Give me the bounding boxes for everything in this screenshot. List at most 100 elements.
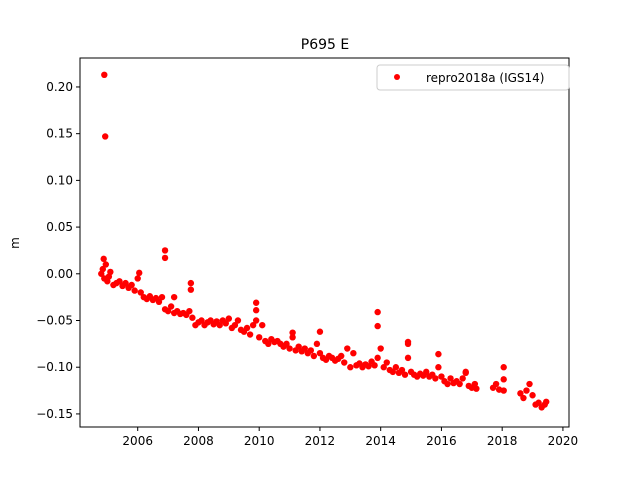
data-point: [301, 345, 308, 352]
data-point: [137, 289, 144, 296]
y-tick-label: −0.10: [36, 360, 73, 374]
data-point: [99, 265, 106, 273]
data-point: [404, 354, 412, 362]
data-point: [462, 369, 469, 377]
data-point: [198, 317, 205, 324]
legend-box: [376, 64, 570, 91]
data-point: [374, 308, 381, 316]
data-point: [500, 364, 507, 371]
data-point: [255, 334, 263, 341]
data-point: [438, 373, 445, 380]
data-point: [289, 334, 296, 341]
data-point: [167, 303, 175, 310]
data-point: [435, 364, 442, 371]
data-point: [102, 133, 109, 140]
data-point: [392, 364, 400, 371]
data-point: [295, 343, 302, 350]
data-point: [155, 298, 163, 306]
data-point: [187, 286, 195, 293]
x-tick-label: 2006: [122, 434, 153, 448]
y-tick-label: 0.00: [46, 267, 73, 281]
data-point: [187, 279, 195, 287]
data-point: [389, 368, 397, 376]
data-point: [529, 392, 536, 399]
data-point: [543, 398, 550, 405]
x-tick-label: 2020: [548, 434, 579, 448]
data-point: [523, 387, 530, 394]
data-point: [447, 375, 454, 382]
data-point: [347, 364, 354, 371]
legend-marker: [394, 74, 400, 80]
data-point: [310, 352, 318, 360]
data-point: [473, 385, 480, 392]
x-tick-label: 2016: [426, 434, 457, 448]
data-point: [404, 340, 412, 348]
legend-label: repro2018a (IGS14): [426, 71, 544, 85]
data-point: [313, 340, 321, 348]
axes-frame: [79, 57, 570, 428]
y-tick-label: 0.10: [46, 173, 73, 187]
data-point: [500, 387, 507, 394]
y-axis-label: m: [8, 237, 22, 249]
x-tick-label: 2014: [365, 434, 396, 448]
data-point: [435, 350, 442, 358]
data-point: [401, 371, 409, 378]
data-point: [316, 328, 324, 335]
data-point: [520, 394, 527, 402]
data-point: [374, 322, 381, 330]
data-point: [102, 261, 110, 268]
y-tick-label: 0.15: [46, 127, 73, 141]
data-point: [423, 368, 430, 376]
x-axis: 2006 2008 2010 2012 2014 2016 2018 2020: [122, 427, 578, 448]
data-point: [259, 321, 266, 329]
data-point: [122, 279, 129, 287]
data-point: [517, 390, 524, 397]
data-point: [526, 380, 533, 388]
data-point: [101, 71, 108, 79]
data-point: [456, 380, 463, 388]
x-tick-label: 2018: [487, 434, 518, 448]
data-point: [286, 345, 293, 352]
data-point: [107, 268, 114, 276]
data-point: [234, 317, 242, 324]
legend: repro2018a (IGS14): [376, 64, 570, 91]
data-point: [265, 340, 272, 348]
data-point: [231, 321, 239, 329]
data-point: [116, 278, 123, 285]
data-point: [492, 380, 500, 388]
data-point: [246, 331, 254, 338]
data-point: [249, 321, 257, 329]
data-point: [316, 350, 324, 357]
data-point: [158, 293, 166, 301]
data-point: [459, 375, 466, 382]
data-point: [131, 287, 138, 294]
data-point: [444, 380, 451, 388]
data-point: [365, 363, 372, 370]
data-point: [432, 375, 439, 382]
data-point: [398, 366, 406, 374]
x-tick-label: 2012: [305, 434, 336, 448]
data-point: [344, 345, 351, 352]
data-point: [170, 293, 178, 301]
data-point: [380, 364, 387, 371]
data-point: [161, 247, 169, 254]
data-point: [216, 321, 223, 329]
data-point: [338, 352, 345, 360]
data-point: [371, 362, 378, 369]
data-point: [186, 307, 193, 315]
data-point: [164, 307, 172, 315]
y-axis: 0.20 0.15 0.10 0.05 0.00 −0.05 −0.10 −0.15: [36, 80, 80, 421]
data-point: [189, 314, 196, 321]
data-point: [377, 345, 384, 352]
data-point: [225, 315, 233, 322]
x-tick-label: 2008: [183, 434, 214, 448]
data-point: [128, 281, 135, 289]
data-point: [134, 275, 141, 282]
data-point: [289, 329, 296, 336]
data-point: [283, 340, 290, 348]
y-tick-label: −0.05: [36, 314, 73, 328]
data-point: [383, 359, 390, 366]
data-point: [243, 324, 251, 332]
chart-title: P695 E: [301, 37, 349, 53]
